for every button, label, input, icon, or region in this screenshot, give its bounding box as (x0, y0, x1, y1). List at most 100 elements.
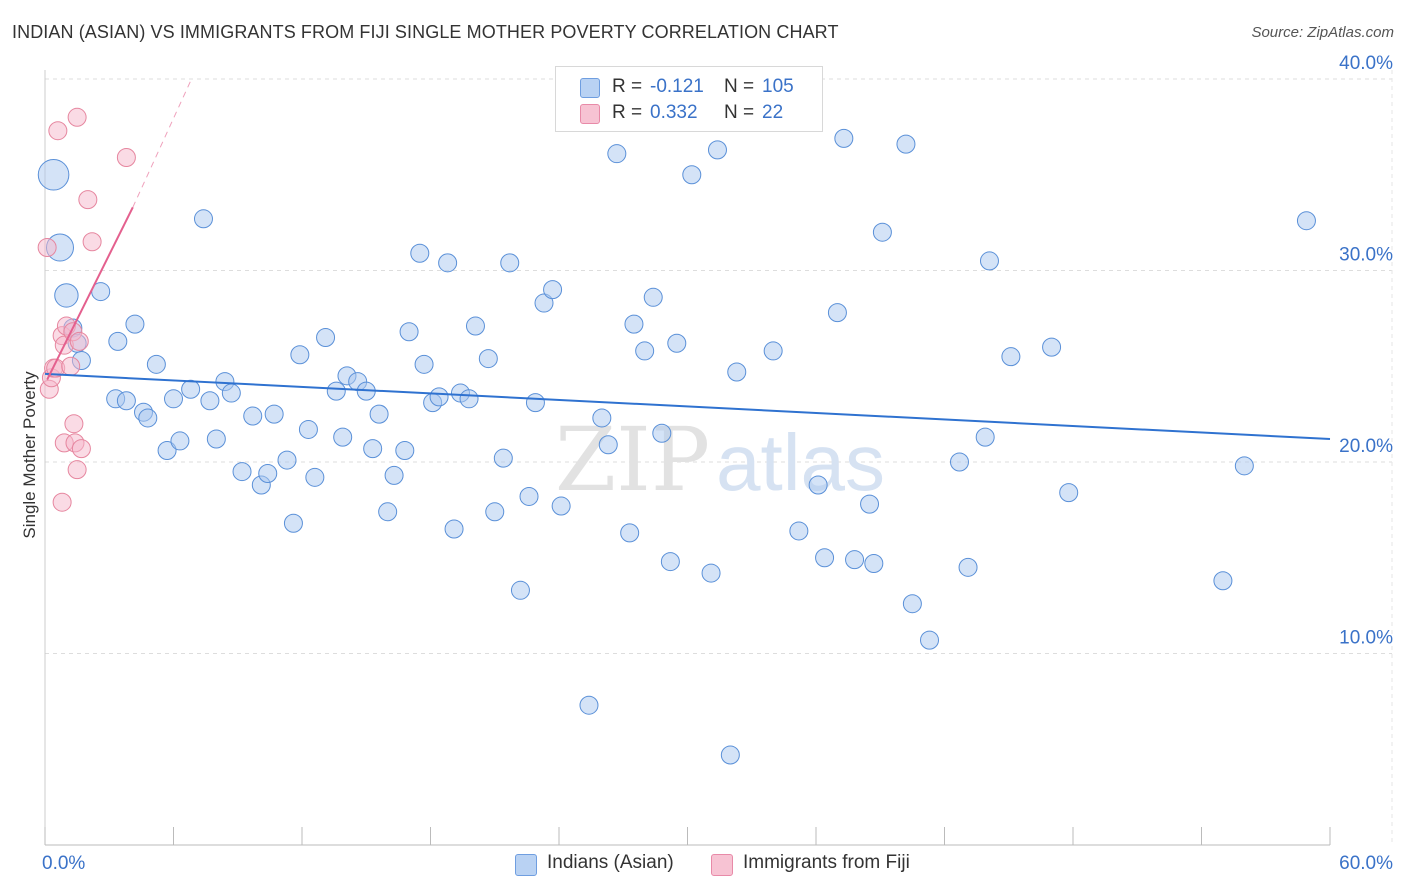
point-indians (395, 441, 415, 461)
legend-r-value: -0.121 (650, 76, 704, 97)
point-indians (138, 408, 158, 428)
point-indians (157, 441, 177, 461)
point-indians (763, 341, 783, 361)
point-indians (624, 314, 644, 334)
point-indians (378, 502, 398, 522)
legend-r-label: R = (612, 76, 643, 97)
point-indians (1213, 571, 1233, 591)
point-indians (652, 423, 672, 443)
point-indians (510, 580, 530, 600)
correlation-legend: R = -0.121 N = 105 R = 0.332 N = 22 (555, 66, 823, 132)
point-indians (579, 695, 599, 715)
point-indians (607, 144, 627, 164)
point-indians (592, 408, 612, 428)
point-indians (438, 253, 458, 273)
point-indians (493, 448, 513, 468)
point-indians (305, 467, 325, 487)
point-indians (290, 345, 310, 365)
legend-r-label: R = (612, 102, 643, 123)
point-indians (543, 280, 563, 300)
point-indians (896, 134, 916, 154)
point-indians (108, 331, 128, 351)
point-indians (116, 391, 136, 411)
point-fiji (78, 190, 98, 210)
legend-swatch-indians (580, 78, 600, 98)
point-indians (667, 333, 687, 353)
point-indians (920, 630, 940, 650)
point-indians (326, 381, 346, 401)
x-tick-label-max: 60.0% (1339, 853, 1393, 874)
point-indians (1042, 337, 1062, 357)
chart-title: INDIAN (ASIAN) VS IMMIGRANTS FROM FIJI S… (12, 22, 839, 42)
point-indians (170, 431, 190, 451)
point-indians (465, 316, 485, 336)
point-indians (860, 494, 880, 514)
legend-n-value: 22 (762, 102, 784, 123)
point-indians (815, 548, 835, 568)
x-tick-label-min: 0.0% (42, 853, 85, 874)
point-indians (316, 328, 336, 348)
point-indians (258, 463, 278, 483)
point-fiji (64, 414, 84, 434)
point-indians (363, 439, 383, 459)
point-indians (975, 427, 995, 447)
point-indians (243, 406, 263, 426)
bottom-legend-swatch-indians (515, 854, 537, 876)
point-indians (181, 379, 201, 399)
source-credit: Source: ZipAtlas.com (1251, 24, 1394, 41)
point-indians (620, 523, 640, 543)
point-indians (500, 253, 520, 273)
point-indians (525, 393, 545, 413)
point-indians (264, 404, 284, 424)
y-tick-label: 40.0% (1339, 53, 1393, 74)
point-indians (429, 387, 449, 407)
legend-n-label: N = (724, 102, 755, 123)
point-indians (701, 563, 721, 583)
point-fiji (37, 238, 57, 258)
point-indians (444, 519, 464, 539)
point-indians (1001, 347, 1021, 367)
point-indians (1296, 211, 1316, 231)
svg-text:ZIP: ZIP (555, 408, 710, 511)
point-indians (958, 557, 978, 577)
point-indians (598, 435, 618, 455)
point-indians (333, 427, 353, 447)
zipatlas-watermark: ZIP atlas (555, 408, 885, 511)
point-indians (414, 354, 434, 374)
point-indians (206, 429, 226, 449)
y-axis-label: Single Mother Poverty (20, 371, 39, 539)
point-fiji (52, 492, 72, 512)
point-indians (37, 158, 70, 191)
point-indians (789, 521, 809, 541)
point-indians (410, 243, 430, 263)
point-indians (221, 383, 241, 403)
point-indians (125, 314, 145, 334)
point-indians (707, 140, 727, 160)
point-indians (727, 362, 747, 382)
point-fiji (67, 460, 87, 480)
trendline-fiji (46, 206, 134, 381)
point-indians (459, 389, 479, 409)
point-indians (902, 594, 922, 614)
point-indians (485, 502, 505, 522)
point-indians (146, 354, 166, 374)
tick-labels: 10.0% 20.0% 30.0% 40.0% 0.0% 60.0% (42, 53, 1393, 874)
point-indians (827, 303, 847, 323)
axes (44, 70, 1393, 846)
legend-n-label: N = (724, 76, 755, 97)
point-indians (232, 462, 252, 482)
point-fiji (61, 356, 81, 376)
point-indians (643, 287, 663, 307)
point-indians (369, 404, 389, 424)
point-indians (534, 293, 554, 313)
point-indians (298, 419, 318, 439)
point-indians (478, 349, 498, 369)
y-tick-label: 10.0% (1339, 628, 1393, 649)
legend-r-value: 0.332 (650, 102, 698, 123)
point-indians (200, 391, 220, 411)
point-indians (551, 496, 571, 516)
trend-lines (44, 80, 1331, 441)
point-indians (1234, 456, 1254, 476)
bottom-legend-label-fiji: Immigrants from Fiji (743, 852, 910, 873)
